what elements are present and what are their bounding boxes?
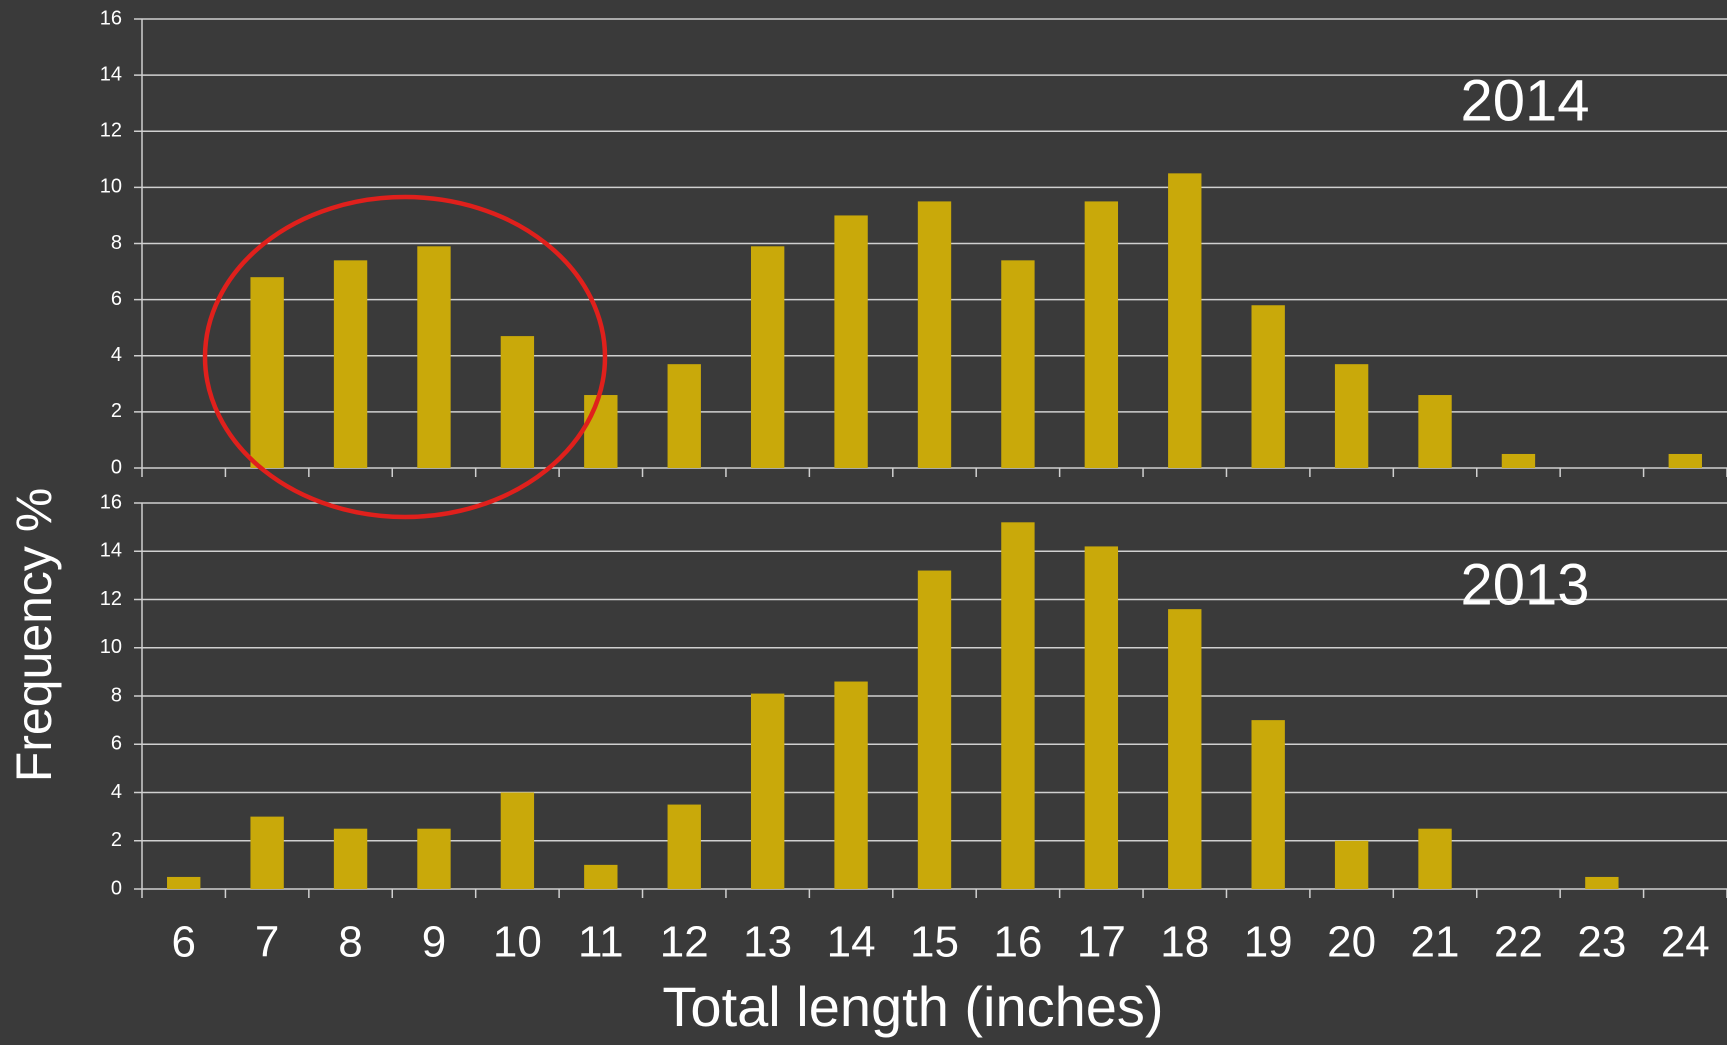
x-tick-label: 10: [493, 918, 542, 967]
bar: [167, 876, 201, 889]
bar: [1001, 522, 1035, 889]
y-tick-label: 4: [111, 781, 122, 803]
bar: [1334, 840, 1369, 889]
x-tick-label: 19: [1244, 918, 1293, 967]
bar: [1668, 453, 1702, 468]
y-tick-label: 12: [100, 120, 122, 142]
bar: [917, 570, 952, 889]
y-tick-label: 10: [100, 636, 122, 658]
annotation: 2014: [1460, 68, 1589, 133]
y-tick-label: 12: [100, 588, 122, 610]
x-tick-label: 12: [660, 918, 709, 967]
y-tick-label: 2: [111, 400, 122, 422]
x-tick-label: 13: [743, 918, 792, 967]
bar: [1418, 395, 1452, 468]
bar: [250, 277, 284, 468]
x-axis-label: Total length (inches): [662, 975, 1163, 1038]
x-tick-label: 15: [910, 918, 959, 967]
y-tick-label: 14: [100, 63, 122, 85]
bar: [917, 201, 952, 468]
annotation: 2013: [1460, 552, 1589, 617]
bar: [834, 215, 868, 468]
bar: [667, 364, 701, 468]
y-tick-label: 8: [111, 232, 122, 254]
bar: [1168, 173, 1202, 468]
y-tick-label: 8: [111, 684, 122, 706]
bar: [1168, 609, 1202, 889]
bar: [417, 828, 451, 889]
x-tick-label: 14: [827, 918, 876, 967]
x-tick-label: 22: [1494, 918, 1543, 967]
x-tick-label: 18: [1160, 918, 1209, 967]
highlight-ellipse: [202, 194, 608, 520]
bar: [584, 395, 618, 468]
y-tick-label: 4: [111, 344, 122, 366]
bar: [1501, 453, 1536, 468]
x-tick-label: 6: [171, 918, 195, 967]
y-tick-label: 10: [100, 176, 122, 198]
y-tick-label: 2: [111, 829, 122, 851]
y-tick-label: 16: [100, 491, 122, 513]
bar: [500, 336, 535, 468]
bar: [1585, 876, 1619, 889]
x-tick-label: 9: [422, 918, 446, 967]
y-tick-label: 0: [111, 877, 122, 899]
bar: [584, 864, 618, 889]
bar: [1334, 364, 1369, 468]
bar: [333, 260, 368, 468]
x-tick-label: 17: [1077, 918, 1126, 967]
bar: [1251, 305, 1285, 468]
y-tick-label: 14: [100, 540, 122, 562]
y-axis-label: Frequency %: [6, 488, 62, 783]
bar: [1001, 260, 1035, 468]
x-tick-label: 23: [1577, 918, 1626, 967]
y-tick-label: 6: [111, 733, 122, 755]
y-tick-label: 0: [111, 456, 122, 478]
bar: [1251, 720, 1285, 889]
bar: [500, 792, 535, 889]
bar: [834, 681, 868, 889]
y-tick-label: 6: [111, 288, 122, 310]
x-tick-label: 11: [578, 918, 624, 967]
x-tick-label: 21: [1411, 918, 1460, 967]
x-tick-label: 7: [255, 918, 279, 967]
bar: [417, 246, 451, 468]
y-tick-label: 16: [100, 7, 122, 29]
bar: [750, 693, 785, 889]
bar: [667, 804, 701, 889]
bar: [1418, 828, 1452, 889]
x-tick-label: 8: [338, 918, 362, 967]
bar: [1084, 201, 1119, 468]
x-tick-label: 20: [1327, 918, 1376, 967]
x-tick-label: 16: [993, 918, 1042, 967]
bar: [1084, 546, 1119, 889]
bar: [333, 828, 368, 889]
x-tick-label: 24: [1661, 918, 1710, 967]
bar: [250, 816, 284, 889]
bar: [750, 246, 785, 468]
